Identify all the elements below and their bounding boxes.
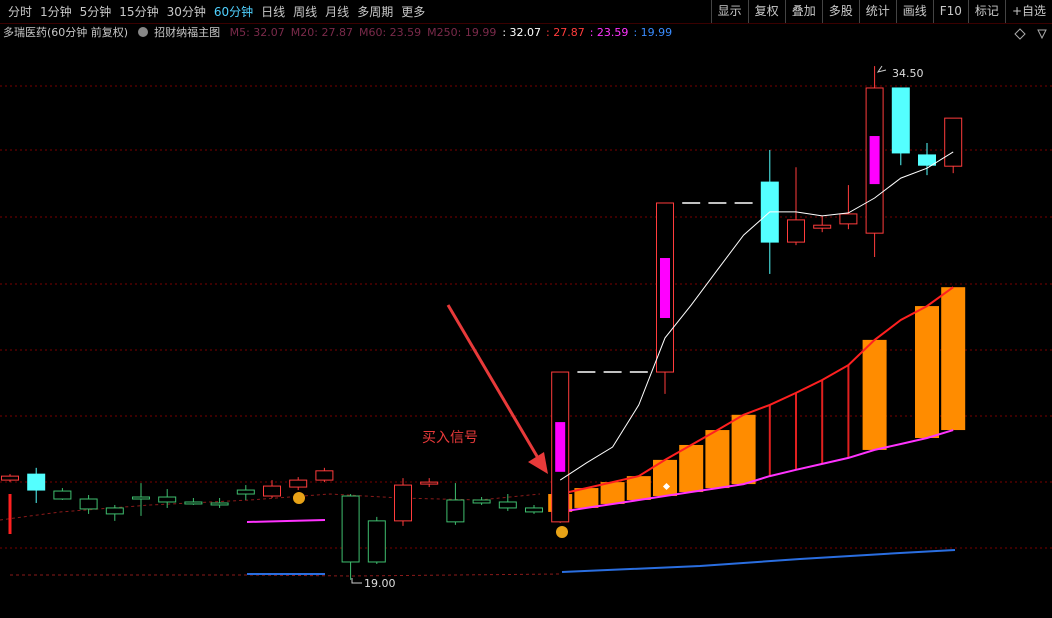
tool-button[interactable]: F10: [932, 0, 968, 23]
legend-item: M20: 27.87: [290, 26, 353, 39]
candle-body: [367, 520, 386, 563]
candle-body: [289, 479, 308, 488]
indicator-name: 招财纳福主图: [154, 26, 221, 39]
band-lower: [560, 429, 954, 513]
marker: [662, 482, 671, 491]
legend-value: : 19.99: [633, 26, 673, 39]
band-bar: [941, 287, 966, 431]
marks: [1, 66, 966, 580]
candle-inner: [869, 136, 880, 185]
tool-button[interactable]: 多股: [821, 0, 859, 23]
candle-body: [132, 496, 150, 500]
signal-arrow-head: [528, 452, 548, 474]
candle-body: [498, 501, 517, 509]
candle-inner: [660, 258, 670, 319]
stock-name: 多瑞医药(60分钟 前复权): [3, 26, 129, 39]
low-label: 19.00: [364, 577, 396, 590]
grid: [0, 85, 1052, 549]
candle-body: [27, 473, 46, 491]
band-bar: [600, 482, 625, 504]
money-icon: [556, 526, 568, 538]
period-tab[interactable]: 30分钟: [166, 5, 206, 19]
candle-body: [394, 484, 412, 522]
info-line: 多瑞医药(60分钟 前复权) 招财纳福主图 M5: 32.07 M20: 27.8…: [0, 24, 1052, 42]
period-tab[interactable]: 15分钟: [119, 5, 159, 19]
candle-body: [446, 499, 465, 523]
tool-button[interactable]: 标记: [967, 0, 1005, 23]
legend-item: M250: 19.99: [427, 26, 497, 39]
legend-item: M5: 32.07: [229, 26, 285, 39]
candle-body: [787, 219, 805, 243]
signal-arrow: [446, 304, 540, 459]
band-bar: [862, 339, 887, 450]
candle-body: [236, 489, 255, 495]
candle-body: [263, 485, 281, 497]
tool-button[interactable]: +自选: [1004, 0, 1052, 23]
period-tab[interactable]: 分时: [8, 5, 33, 19]
band-bar: [574, 488, 599, 508]
money-icon: [293, 492, 305, 504]
candle-inner: [555, 422, 566, 472]
high-label: 34.50: [892, 67, 924, 80]
legend: M5: 32.07 M20: 27.87 M60: 23.59 M250: 19.99…: [230, 26, 678, 39]
band-bar: [915, 306, 939, 439]
candle-body: [813, 224, 832, 229]
period-tab[interactable]: 月线: [325, 5, 350, 19]
corner-icons: [1014, 28, 1047, 40]
candle-body: [839, 213, 858, 225]
tool-button[interactable]: 叠加: [784, 0, 822, 23]
band-bar: [679, 444, 704, 493]
period-tab[interactable]: 1分钟: [40, 5, 72, 19]
band-bar: [731, 414, 756, 485]
period-tab[interactable]: 5分钟: [79, 5, 112, 19]
candle-body: [472, 499, 491, 504]
toolbar: 分时 1分钟 5分钟 15分钟 30分钟 60分钟 日线 周线 月线 多周期 更多 显示 复权 叠加 多股…: [0, 0, 1052, 24]
legend-value: : 23.59: [589, 26, 629, 39]
band-bar: [626, 476, 651, 500]
candle-body: [1, 475, 19, 481]
candle-body: [891, 87, 910, 154]
trend-line: [559, 151, 954, 481]
candle-body: [341, 495, 360, 563]
period-tab[interactable]: 周线: [293, 5, 318, 19]
period-tab[interactable]: 60分钟: [213, 5, 254, 19]
candle-body: [944, 117, 963, 167]
period-tab[interactable]: 多周期: [357, 5, 394, 19]
indicator-icon: [137, 27, 148, 37]
candle-body: [79, 498, 98, 510]
candle-body: [210, 502, 229, 506]
band-upper: [559, 286, 954, 495]
period-tabs: 分时 1分钟 5分钟 15分钟 30分钟 60分钟 日线 周线 月线 多周期 更多: [0, 3, 711, 20]
candle-body: [158, 496, 177, 503]
candle-body: [53, 490, 72, 500]
tool-button[interactable]: 统计: [858, 0, 896, 23]
period-tab[interactable]: 更多: [401, 5, 426, 19]
indicator-line: [561, 549, 956, 573]
candle-body: [420, 481, 439, 485]
band-bar: [705, 430, 730, 489]
legend-value: : 27.87: [546, 26, 585, 39]
legend-item: M60: 23.59: [358, 26, 422, 39]
candle-body: [525, 507, 543, 513]
candle-body: [315, 470, 334, 481]
tool-button[interactable]: 画线: [895, 0, 933, 23]
tool-buttons: 显示 复权 叠加 多股 统计 画线 F10 标记 +自选: [710, 0, 1052, 23]
ma-line: [10, 573, 561, 577]
candle-body: [918, 154, 936, 166]
candle-body: [184, 501, 203, 505]
indicator-line: [246, 519, 326, 523]
period-tab[interactable]: 日线: [261, 5, 286, 19]
tool-button[interactable]: 显示: [710, 0, 748, 23]
low-pointer: [351, 578, 362, 584]
signal-label: 买入信号: [422, 430, 478, 446]
high-pointer: [876, 65, 887, 73]
legend-value: : 32.07: [502, 26, 542, 39]
candle-body: [105, 507, 124, 515]
tool-button[interactable]: 复权: [747, 0, 785, 23]
